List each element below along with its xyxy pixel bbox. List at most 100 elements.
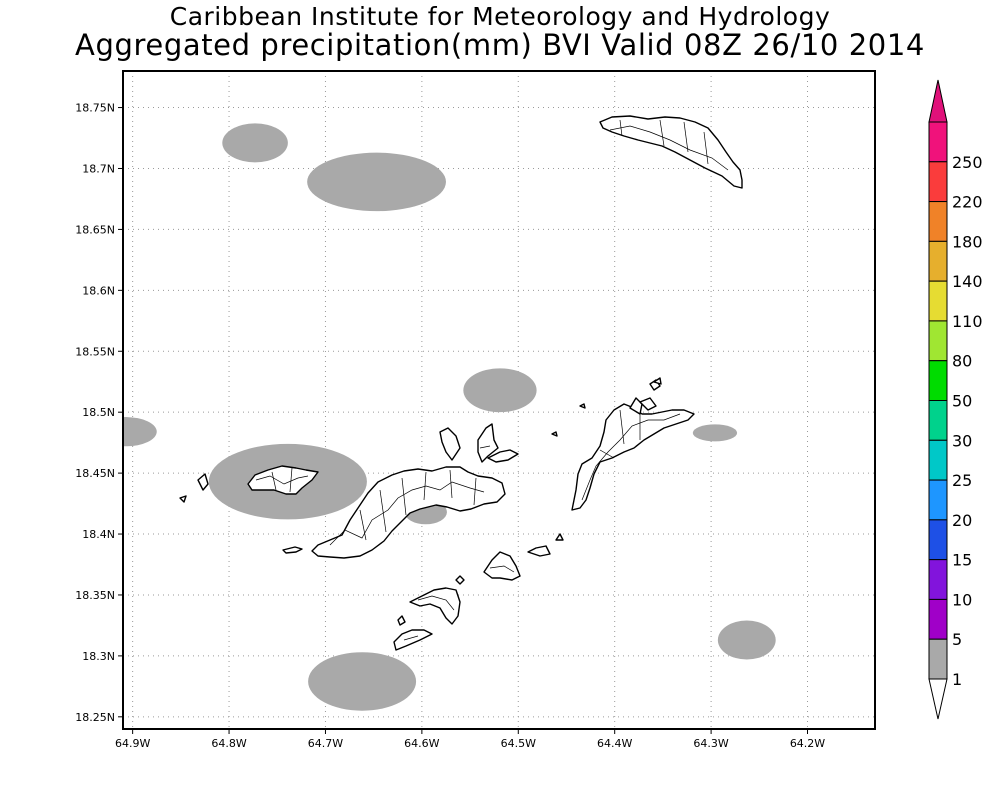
colorbar-segment bbox=[928, 280, 948, 322]
colorbar-label: 5 bbox=[952, 630, 962, 649]
island-thatch bbox=[282, 546, 303, 554]
colorbar-label: 30 bbox=[952, 431, 972, 450]
precipitation-area bbox=[123, 417, 157, 447]
colorbar-label: 220 bbox=[952, 193, 983, 212]
district-boundary bbox=[379, 489, 387, 533]
lat-tick-label: 18.55N bbox=[75, 345, 115, 358]
precipitation-area bbox=[463, 368, 537, 413]
island-salt bbox=[527, 545, 551, 557]
precipitation-area bbox=[717, 620, 776, 660]
lon-tick-label: 64.3W bbox=[693, 737, 728, 750]
lon-tick-label: 64.5W bbox=[501, 737, 536, 750]
lat-tick-label: 18.5N bbox=[82, 406, 115, 419]
island-ginger bbox=[555, 533, 564, 541]
district-boundary bbox=[401, 477, 407, 516]
map-title: Caribbean Institute for Meteorology and … bbox=[169, 2, 831, 31]
lat-tick-label: 18.6N bbox=[82, 284, 115, 297]
district-boundary bbox=[417, 595, 455, 611]
lat-tick-label: 18.25N bbox=[75, 711, 115, 724]
colorbar-segment bbox=[928, 598, 948, 640]
colorbar-segment bbox=[928, 201, 948, 242]
precipitation-colorbar: 250 220 180 140 110 80 50 30 25 20 15 10 5 1 bbox=[928, 79, 983, 720]
island-prickly-pear bbox=[639, 397, 657, 411]
island-pelican bbox=[455, 575, 465, 585]
district-boundary bbox=[359, 509, 367, 541]
colorbar-label: 140 bbox=[952, 272, 983, 291]
island-scrub bbox=[487, 449, 519, 463]
precipitation-areas bbox=[123, 123, 776, 711]
lat-tick-label: 18.65N bbox=[75, 223, 115, 236]
island-cay-3 bbox=[179, 495, 187, 503]
island-cay-4 bbox=[653, 377, 662, 385]
island-cay-2 bbox=[551, 431, 558, 437]
lon-tick-label: 64.7W bbox=[308, 737, 343, 750]
precipitation-area bbox=[222, 123, 288, 163]
coastline-islands bbox=[179, 115, 743, 651]
island-cooper bbox=[397, 615, 406, 626]
precipitation-area bbox=[308, 652, 417, 711]
colorbar-label: 50 bbox=[952, 392, 972, 411]
lon-tick-label: 64.2W bbox=[790, 737, 825, 750]
map-gridlines bbox=[123, 71, 875, 729]
district-boundary bbox=[289, 467, 293, 493]
lat-tick-label: 18.45N bbox=[75, 467, 115, 480]
colorbar-label: 110 bbox=[952, 312, 983, 331]
district-boundary bbox=[599, 449, 615, 459]
district-boundary bbox=[489, 565, 515, 573]
precipitation-area bbox=[692, 424, 738, 442]
island-flanagan bbox=[393, 629, 433, 651]
district-boundary bbox=[423, 471, 427, 501]
district-boundary bbox=[255, 475, 309, 485]
island-anegada bbox=[599, 115, 743, 189]
lat-tick-label: 18.35N bbox=[75, 589, 115, 602]
lon-tick-label: 64.6W bbox=[404, 737, 439, 750]
colorbar-label: 80 bbox=[952, 352, 972, 371]
colorbar-label: 20 bbox=[952, 511, 972, 530]
colorbar-label: 1 bbox=[952, 670, 962, 689]
island-cay-1 bbox=[579, 403, 586, 409]
map-subtitle: Aggregated precipitation(mm) BVI Valid 0… bbox=[75, 28, 925, 62]
colorbar-segment bbox=[928, 439, 948, 481]
district-boundary bbox=[659, 119, 665, 147]
lat-tick-label: 18.75N bbox=[75, 102, 115, 115]
district-boundary bbox=[473, 477, 477, 506]
island-norman bbox=[409, 587, 461, 625]
island-tortola bbox=[311, 466, 506, 559]
colorbar-label: 25 bbox=[952, 471, 972, 490]
lon-tick-label: 64.4W bbox=[597, 737, 632, 750]
district-boundary bbox=[449, 469, 453, 499]
map-frame bbox=[122, 70, 876, 730]
colorbar-segment bbox=[928, 400, 948, 441]
colorbar-bottom-triangle bbox=[928, 678, 948, 720]
precipitation-area bbox=[307, 152, 446, 212]
colorbar-label: 10 bbox=[952, 590, 972, 609]
colorbar-segment bbox=[928, 320, 948, 362]
island-great-camanoe bbox=[477, 423, 499, 463]
longitude-axis: 64.9W 64.8W 64.7W 64.6W 64.5W 64.4W 64.3W 64.2W bbox=[115, 729, 825, 750]
district-boundary bbox=[609, 125, 729, 171]
district-boundary bbox=[619, 409, 625, 445]
island-guana bbox=[439, 427, 461, 461]
district-boundary bbox=[403, 635, 419, 641]
district-boundary bbox=[619, 119, 623, 137]
colorbar-label: 180 bbox=[952, 232, 983, 251]
colorbar-segment bbox=[928, 121, 948, 163]
colorbar-segment bbox=[928, 519, 948, 561]
district-boundary bbox=[703, 131, 709, 165]
colorbar-segment bbox=[928, 559, 948, 600]
lat-tick-label: 18.3N bbox=[82, 650, 115, 663]
latitude-axis: 18.25N 18.3N 18.35N 18.4N 18.45N 18.5N 18.55N 1… bbox=[75, 102, 123, 724]
colorbar-segment bbox=[928, 240, 948, 282]
colorbar-segment bbox=[928, 161, 948, 203]
island-virgin-gorda bbox=[571, 403, 695, 511]
lat-tick-label: 18.7N bbox=[82, 162, 115, 175]
colorbar-segment bbox=[928, 479, 948, 521]
colorbar-top-triangle bbox=[928, 79, 948, 123]
colorbar-label: 250 bbox=[952, 153, 983, 172]
district-boundary bbox=[479, 445, 491, 449]
lon-tick-label: 64.8W bbox=[211, 737, 246, 750]
district-boundary bbox=[329, 481, 485, 546]
colorbar-segment bbox=[928, 360, 948, 402]
island-jost-van-dyke bbox=[247, 465, 319, 495]
